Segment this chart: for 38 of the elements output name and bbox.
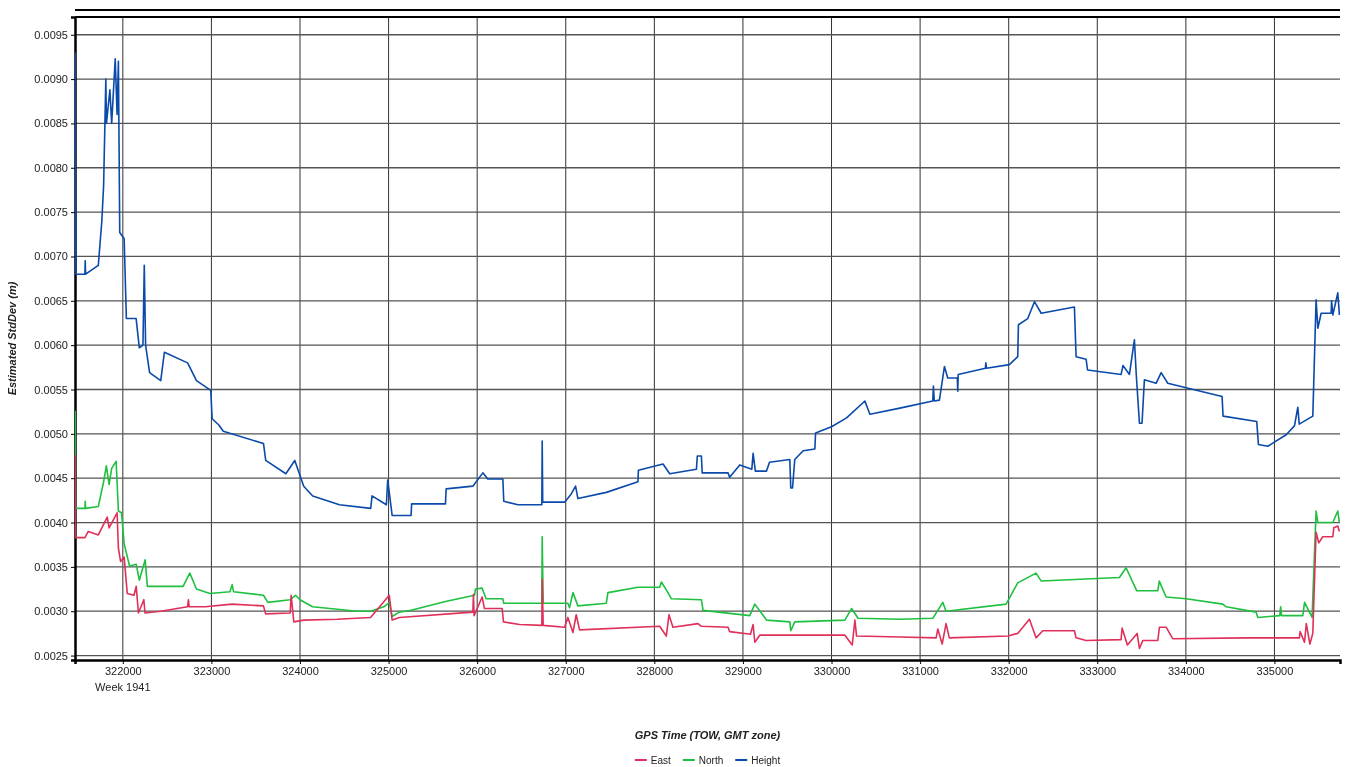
x-tick-label: 323000: [193, 664, 231, 677]
y-tick-label: 0.0085: [34, 117, 68, 130]
y-tick-label: 0.0060: [34, 339, 68, 352]
y-tick-label: 0.0070: [34, 250, 68, 263]
y-tick-label: 0.0050: [34, 427, 68, 440]
x-tick-label: 333000: [1079, 664, 1117, 677]
x-tick-label: 329000: [725, 664, 762, 677]
x-tick-label: 324000: [282, 664, 319, 677]
x-tick-label: 332000: [990, 664, 1028, 677]
y-tick-label: 0.0040: [34, 516, 68, 529]
x-axis-title: GPS Time (TOW, GMT zone): [634, 729, 781, 741]
y-tick-label: 0.0025: [34, 649, 68, 662]
x-tick-label: 331000: [902, 664, 939, 677]
y-tick-label: 0.0045: [34, 472, 68, 485]
y-axis-title: Estimated StdDev (m): [6, 281, 18, 396]
y-tick-label: 0.0090: [34, 73, 68, 86]
y-tick-label: 0.0080: [34, 161, 68, 174]
x-tick-label: 322000: [104, 664, 142, 677]
line-series: [75, 454, 1340, 650]
legend-label: East: [650, 755, 672, 766]
x-tick-label: 325000: [370, 664, 408, 677]
x-tick-label: 334000: [1168, 664, 1205, 677]
y-tick-label: 0.0055: [34, 383, 68, 396]
line-series: [75, 409, 1340, 632]
x-tick-label: 330000: [813, 664, 851, 677]
y-tick-label: 0.0075: [34, 206, 68, 219]
y-tick-label: 0.0030: [34, 605, 68, 618]
x-tick-label: 335000: [1256, 664, 1294, 677]
y-tick-label: 0.0065: [34, 294, 68, 307]
y-tick-label: 0.0035: [34, 560, 68, 573]
legend-label: Height: [751, 755, 781, 766]
y-tick-label: 0.0095: [34, 28, 68, 41]
x-tick-label: 328000: [636, 664, 674, 677]
x-tick-label: 327000: [547, 664, 585, 677]
legend-label: North: [698, 755, 724, 766]
text: Week 1941: [95, 681, 151, 693]
x-tick-label: 326000: [459, 664, 497, 677]
line-series: [75, 51, 1340, 517]
